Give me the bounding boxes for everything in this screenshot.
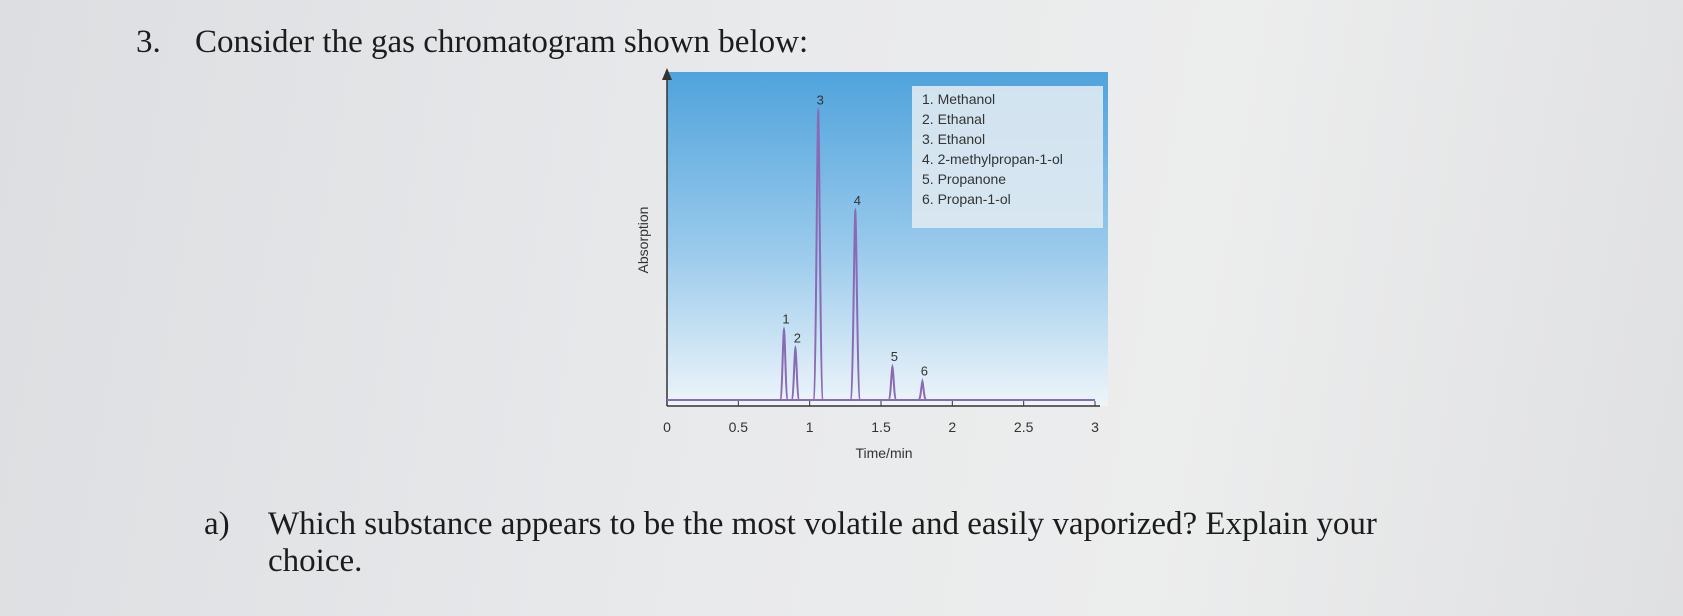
y-axis-arrow [662,68,672,80]
x-tick-label: 0.5 [729,419,749,435]
legend-entry: 1. Methanol [922,91,995,107]
legend-box [912,86,1103,228]
peak-label: 3 [817,93,824,108]
peak-label: 4 [854,193,861,208]
peak-label: 6 [921,363,928,378]
question-number: 3. [136,24,161,60]
peak-label: 2 [794,330,801,345]
peak [790,344,801,401]
peak-label: 5 [891,349,898,364]
subquestion-line: choice. [268,543,363,579]
question-text: Consider the gas chromatogram shown belo… [195,24,809,60]
x-axis-label: Time/min [855,445,912,461]
legend-entry: 5. Propanone [922,171,1006,187]
subquestion-label: a) [204,506,230,542]
x-tick-label: 2 [948,419,956,435]
peak [812,106,825,401]
x-tick-label: 1.5 [871,419,891,435]
x-tick-label: 0 [663,419,671,435]
x-tick-label: 1 [806,419,814,435]
peak [778,326,789,401]
x-tick-label: 2.5 [1014,419,1034,435]
legend-entry: 4. 2-methylpropan-1-ol [922,151,1063,167]
peak-label: 1 [782,312,789,327]
legend-entry: 3. Ethanol [922,131,985,147]
peak [917,377,928,401]
y-axis-label: Absorption [635,207,651,274]
legend-entry: 2. Ethanal [922,111,985,127]
legend-entry: 6. Propan-1-ol [922,191,1011,207]
peak [887,363,898,401]
peak [849,207,862,401]
subquestion-line: Which substance appears to be the most v… [268,506,1377,542]
chart: Absorption Time/min 0 0.5 1 1.5 2 2.5 3 1. Meth… [635,68,1108,461]
x-tick-label: 3 [1091,419,1099,435]
